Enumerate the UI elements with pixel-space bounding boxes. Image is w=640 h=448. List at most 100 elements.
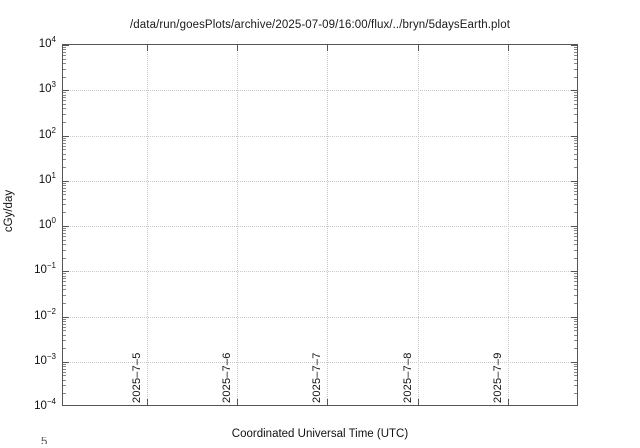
y-axis-minor-tick	[574, 108, 577, 110]
y-axis-minor-tick	[574, 47, 577, 49]
x-axis-tick-mark	[508, 399, 509, 405]
x-axis-tick-mark	[237, 399, 238, 405]
y-axis-minor-tick	[63, 320, 66, 322]
gridline-horizontal	[63, 180, 577, 182]
x-axis-title: Coordinated Universal Time (UTC)	[231, 428, 409, 440]
y-axis-minor-tick	[574, 142, 577, 144]
y-axis-minor-tick	[574, 103, 577, 105]
y-axis-minor-tick	[574, 320, 577, 322]
y-axis-tick-mark	[571, 180, 577, 182]
y-axis-minor-tick	[63, 330, 66, 332]
y-axis-tick-mark	[63, 271, 69, 273]
x-axis-tick-mark	[147, 399, 148, 405]
y-axis-minor-tick	[574, 113, 577, 115]
y-axis-tick-label: 10−1	[34, 261, 56, 277]
y-axis-minor-tick	[63, 94, 66, 96]
y-axis-minor-tick	[63, 302, 66, 304]
y-axis-minor-tick	[574, 94, 577, 96]
y-axis-minor-tick	[574, 49, 577, 51]
plot-area[interactable]: 2025–7–5 2025–7–6 2025–7–7 2025–7–8 2025–7–9	[62, 44, 578, 406]
y-axis-minor-tick	[63, 159, 66, 161]
y-axis-minor-tick	[574, 190, 577, 192]
y-axis-minor-tick	[574, 289, 577, 291]
gridline-horizontal	[63, 226, 577, 227]
y-axis-minor-tick	[574, 233, 577, 234]
y-axis-minor-tick	[63, 108, 66, 110]
y-axis-tick-label: 102	[38, 125, 56, 141]
y-axis-minor-tick	[574, 204, 577, 206]
y-axis-minor-tick	[63, 167, 66, 169]
y-axis-tick-labels: 104 103 102 101 100 10−1 10−2 10−3 10−4	[0, 36, 56, 412]
y-axis-minor-tick	[63, 63, 66, 64]
y-axis-minor-tick	[574, 92, 577, 94]
y-axis-minor-tick	[574, 230, 577, 232]
x-axis-tick-mark	[418, 399, 419, 405]
y-axis-minor-tick	[574, 167, 577, 169]
y-axis-tick-mark	[63, 180, 69, 182]
y-axis-minor-tick	[63, 198, 66, 200]
y-axis-minor-tick	[574, 278, 577, 280]
x-axis-tick-label: 2025–7–9	[492, 352, 504, 403]
x-axis-tick-label: 2025–7–8	[402, 352, 414, 403]
y-axis-minor-tick	[63, 185, 66, 187]
y-axis-minor-tick	[574, 182, 577, 184]
gridline-horizontal	[63, 361, 577, 363]
y-axis-tick-mark	[63, 45, 69, 46]
gridline-vertical	[327, 45, 328, 405]
y-axis-minor-tick	[574, 153, 577, 155]
y-axis-minor-tick	[63, 137, 66, 139]
y-axis-minor-tick	[574, 212, 577, 214]
y-axis-minor-tick	[574, 368, 577, 370]
x-axis-tick-mark	[418, 45, 419, 51]
y-axis-minor-tick	[574, 198, 577, 200]
y-axis-tick-mark	[571, 45, 577, 46]
y-axis-minor-tick	[63, 294, 66, 296]
y-axis-minor-tick	[574, 185, 577, 187]
y-axis-minor-tick	[63, 100, 66, 102]
gridline-vertical	[508, 45, 509, 405]
y-axis-minor-tick	[63, 55, 66, 57]
y-axis-minor-tick	[574, 330, 577, 332]
y-axis-tick-label: 101	[38, 170, 56, 186]
y-axis-minor-tick	[574, 375, 577, 377]
y-axis-minor-tick	[574, 363, 577, 365]
y-axis-minor-tick	[63, 385, 66, 387]
y-axis-minor-tick	[63, 121, 66, 123]
y-axis-minor-tick	[63, 68, 66, 70]
y-axis-minor-tick	[63, 204, 66, 206]
y-axis-minor-tick	[574, 273, 577, 275]
y-axis-minor-tick	[63, 228, 66, 230]
gridline-vertical	[418, 45, 419, 405]
y-axis-minor-tick	[574, 348, 577, 350]
y-axis-minor-tick	[63, 103, 66, 105]
y-axis-minor-tick	[63, 289, 66, 291]
y-axis-tick-mark	[571, 271, 577, 273]
y-axis-minor-tick	[574, 379, 577, 381]
y-axis-minor-tick	[63, 244, 66, 245]
y-axis-minor-tick	[63, 371, 66, 373]
y-axis-minor-tick	[574, 76, 577, 78]
x-axis-tick-mark	[508, 45, 509, 51]
y-axis-minor-tick	[63, 368, 66, 370]
y-axis-minor-tick	[574, 385, 577, 387]
y-axis-minor-tick	[574, 302, 577, 304]
y-axis-tick-label: 103	[38, 80, 56, 96]
y-axis-minor-tick	[63, 375, 66, 377]
y-axis-tick-mark	[63, 361, 69, 363]
y-axis-minor-tick	[63, 190, 66, 192]
y-axis-minor-tick	[63, 275, 66, 277]
y-axis-minor-tick	[574, 340, 577, 342]
gridline-horizontal	[63, 316, 577, 318]
y-axis-minor-tick	[63, 334, 66, 336]
x-axis-tick-label: 2025–7–6	[221, 352, 233, 403]
y-axis-minor-tick	[63, 236, 66, 238]
y-axis-minor-tick	[574, 257, 577, 259]
y-axis-minor-tick	[574, 228, 577, 230]
y-axis-minor-tick	[574, 281, 577, 283]
y-axis-minor-tick	[574, 187, 577, 189]
x-axis-tick-mark	[327, 45, 328, 51]
y-axis-tick-label: 104	[38, 35, 56, 50]
y-axis-tick-mark	[571, 361, 577, 363]
y-axis-minor-tick	[574, 194, 577, 196]
y-axis-tick-mark	[571, 226, 577, 227]
